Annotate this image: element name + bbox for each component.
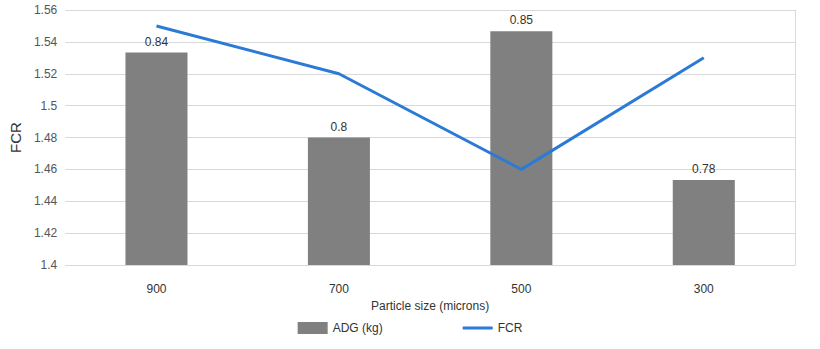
svg-text:0.85: 0.85	[510, 13, 534, 27]
svg-text:1.48: 1.48	[34, 131, 58, 145]
svg-text:1.4: 1.4	[41, 258, 58, 272]
svg-text:FCR: FCR	[7, 122, 24, 153]
svg-text:1.5: 1.5	[41, 99, 58, 113]
svg-text:0.84: 0.84	[145, 35, 169, 49]
svg-text:0.8: 0.8	[331, 120, 348, 134]
svg-text:500: 500	[511, 282, 531, 296]
svg-text:1.52: 1.52	[34, 67, 58, 81]
svg-text:FCR: FCR	[498, 321, 523, 335]
svg-text:ADG (kg): ADG (kg)	[333, 321, 383, 335]
svg-text:1.42: 1.42	[34, 226, 58, 240]
svg-text:Particle size (microns): Particle size (microns)	[371, 299, 489, 313]
svg-text:700: 700	[329, 282, 349, 296]
svg-text:1.46: 1.46	[34, 162, 58, 176]
svg-text:300: 300	[694, 282, 714, 296]
svg-text:1.54: 1.54	[34, 35, 58, 49]
svg-text:0.78: 0.78	[692, 162, 716, 176]
svg-text:1.56: 1.56	[34, 3, 58, 17]
svg-text:1.44: 1.44	[34, 194, 58, 208]
svg-text:900: 900	[146, 282, 166, 296]
